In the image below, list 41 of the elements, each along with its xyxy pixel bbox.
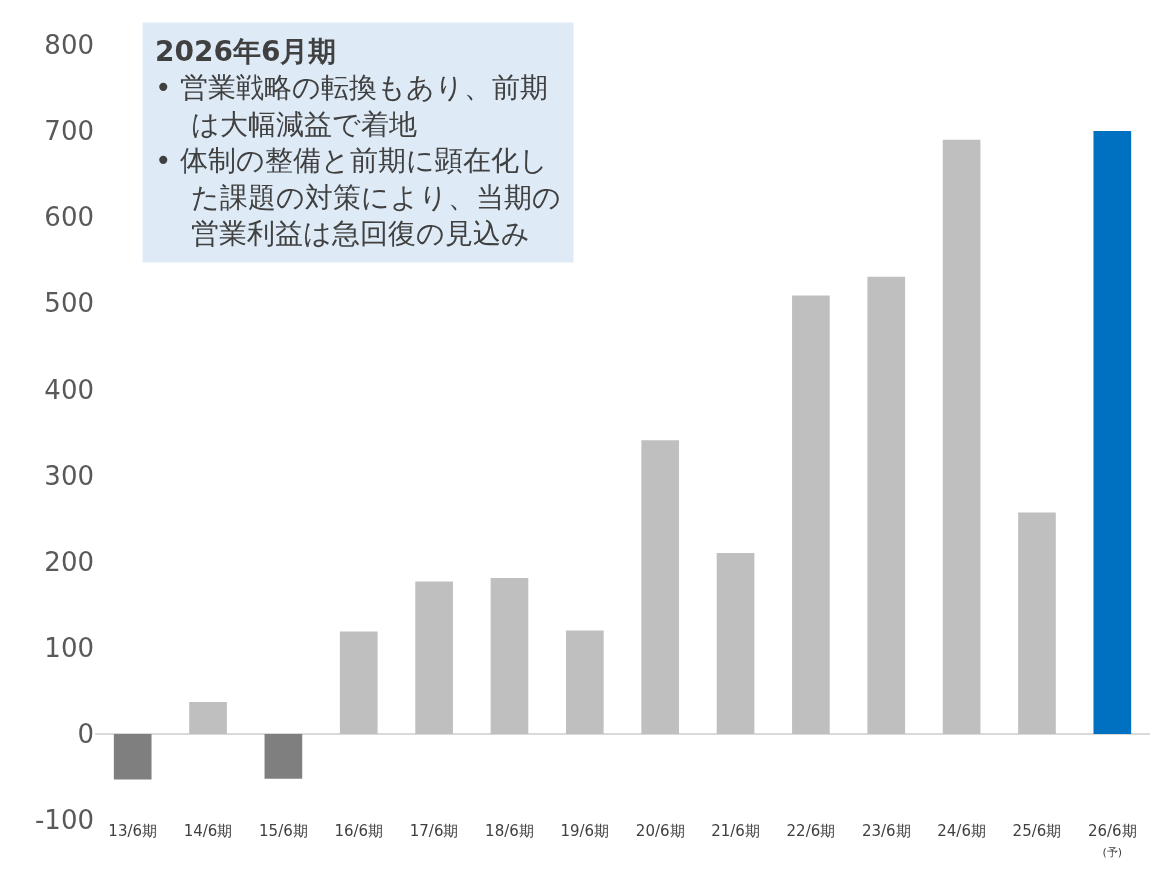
annotation: • 営業戦略の転換もあり、前期は大幅減益で着地 — [155, 71, 549, 141]
bar — [867, 276, 906, 734]
x-tick-label: 24/6期 — [937, 822, 986, 840]
x-tick-label: 26/6期 (予) — [1087, 822, 1137, 859]
y-tick-label: 700 — [44, 116, 94, 147]
x-tick-label: 13/6期 — [108, 822, 158, 840]
bar — [1018, 512, 1056, 734]
x-tick-label: 19/6期 — [560, 822, 610, 840]
x-tick-label: 25/6期 — [1012, 822, 1062, 840]
annotation: 2026年6月期 — [155, 35, 337, 68]
x-tick-label: 23/6期 — [861, 822, 911, 840]
y-tick-label: 200 — [44, 546, 94, 577]
bar — [415, 581, 453, 734]
bar — [264, 733, 303, 779]
y-tick-label: 300 — [44, 460, 94, 491]
bar — [792, 295, 830, 734]
x-tick-label: 15/6期 — [259, 822, 308, 840]
bar — [189, 702, 227, 734]
y-tick-label: 100 — [44, 632, 94, 663]
y-tick-label: 400 — [44, 374, 94, 405]
y-tick-label: 0 — [77, 718, 94, 749]
x-tick-label: 18/6期 — [485, 822, 534, 840]
y-tick-label: 800 — [44, 30, 94, 61]
y-tick-label: 500 — [44, 288, 94, 319]
y-tick-label: 600 — [44, 202, 94, 233]
x-tick-label: 21/6期 — [711, 822, 760, 840]
x-tick-label: 22/6期 — [786, 822, 836, 840]
bar — [716, 553, 755, 734]
annotation: • 体制の整備と前期に顕在化した課題の対策により、当期の営業利益は急回復の見込み — [155, 144, 561, 250]
y-tick-label: -100 — [34, 805, 94, 836]
bar — [942, 139, 981, 734]
bar — [641, 440, 680, 734]
bar — [490, 578, 529, 734]
bar — [565, 630, 604, 734]
bar — [113, 733, 152, 780]
x-tick-label: 14/6期 — [183, 822, 233, 840]
bar — [1093, 131, 1132, 734]
x-tick-label: 17/6期 — [409, 822, 459, 840]
bar — [339, 631, 378, 734]
x-tick-label: 16/6期 — [334, 822, 384, 840]
x-tick-label: 20/6期 — [635, 822, 685, 840]
